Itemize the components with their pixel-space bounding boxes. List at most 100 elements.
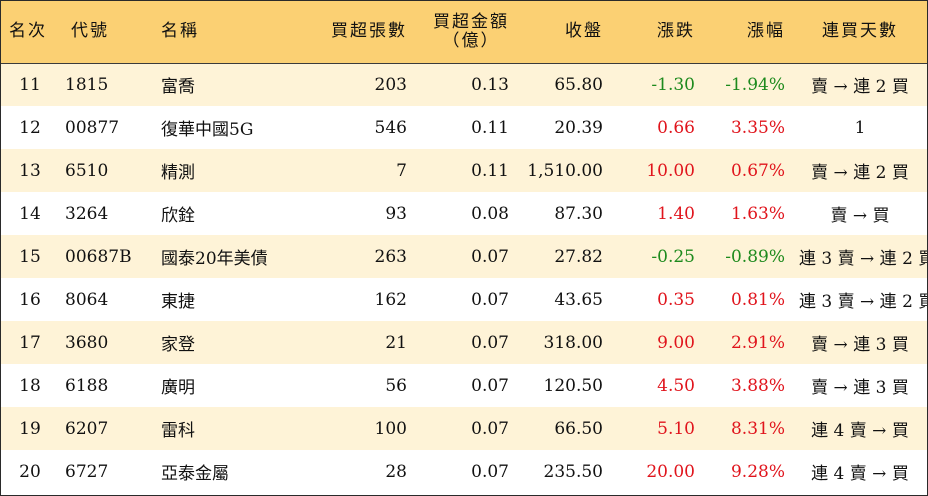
header-net-buy-lots[interactable]: 買超張數 [307, 1, 415, 64]
header-change-pct[interactable]: 漲幅 [703, 1, 793, 64]
cell-close: 1,510.00 [527, 160, 603, 181]
cell-net-buy-amount: 0.07 [471, 246, 509, 267]
cell-name: 家登 [161, 335, 195, 355]
cell-close: 27.82 [554, 246, 603, 267]
cell-net-buy-amount: 0.07 [471, 332, 509, 353]
table-row[interactable]: 14 3264 欣銓 93 0.08 87.30 1.40 1.63% 賣 → 買 [1, 192, 927, 235]
cell-rank: 15 [19, 246, 41, 267]
cell-name: 欣銓 [161, 206, 195, 226]
cell-change-pct: -0.89% [725, 246, 785, 267]
cell-change: 5.10 [657, 418, 695, 439]
cell-net-buy-amount: 0.11 [471, 160, 509, 181]
cell-name: 精測 [161, 163, 195, 183]
cell-change-pct: 1.63% [730, 203, 785, 224]
cell-rank: 13 [19, 160, 41, 181]
cell-net-buy-amount: 0.07 [471, 461, 509, 482]
header-code[interactable]: 代號 [59, 1, 149, 64]
cell-net-buy-lots: 56 [385, 375, 407, 396]
table-body: 11 1815 富喬 203 0.13 65.80 -1.30 -1.94% 賣 → 連 2 買… [1, 63, 927, 493]
cell-change: 1.40 [657, 203, 695, 224]
cell-consecutive-days: 賣 → 連 3 買 [811, 335, 909, 355]
table-row[interactable]: 12 00877 復華中國5G 546 0.11 20.39 0.66 3.35% 1 [1, 106, 927, 149]
cell-consecutive-days: 連 4 賣 → 買 [811, 464, 909, 484]
cell-net-buy-amount: 0.07 [471, 375, 509, 396]
net-buy-amount-header-line1: 買超金額 [433, 11, 509, 32]
table-row[interactable]: 15 00687B 國泰20年美債 263 0.07 27.82 -0.25 -0.89% 連 … [1, 235, 927, 278]
cell-change: -1.30 [651, 74, 695, 95]
cell-consecutive-days: 賣 → 連 2 買 [811, 163, 909, 183]
cell-change-pct: 0.81% [730, 289, 785, 310]
cell-rank: 17 [19, 332, 41, 353]
cell-rank: 12 [19, 117, 41, 138]
header-change[interactable]: 漲跌 [611, 1, 703, 64]
table-row[interactable]: 11 1815 富喬 203 0.13 65.80 -1.30 -1.94% 賣 → 連 2 買 [1, 63, 927, 106]
cell-net-buy-lots: 100 [374, 418, 407, 439]
cell-rank: 19 [19, 418, 41, 439]
cell-change-pct: 8.31% [730, 418, 785, 439]
cell-name: 廣明 [161, 378, 195, 398]
cell-change-pct: 2.91% [730, 332, 785, 353]
cell-net-buy-lots: 203 [374, 74, 407, 95]
cell-name: 雷科 [161, 421, 195, 441]
cell-net-buy-lots: 546 [374, 117, 407, 138]
cell-change: 4.50 [657, 375, 695, 396]
cell-consecutive-days: 賣 → 連 2 買 [811, 77, 909, 98]
header-name[interactable]: 名稱 [149, 1, 307, 64]
cell-change-pct: 3.35% [730, 117, 785, 138]
cell-change: 0.66 [657, 117, 695, 138]
cell-name: 東捷 [161, 292, 195, 312]
cell-close: 318.00 [543, 332, 603, 353]
cell-net-buy-amount: 0.07 [471, 289, 509, 310]
cell-code: 3264 [65, 203, 109, 224]
cell-change-pct: 3.88% [730, 375, 785, 396]
cell-rank: 20 [19, 461, 41, 482]
table-header: 名次 代號 名稱 買超張數 買超金額 （億） 收盤 漲跌 漲幅 連買天數 [1, 1, 927, 64]
cell-close: 43.65 [554, 289, 603, 310]
header-rank[interactable]: 名次 [1, 1, 59, 64]
cell-close: 20.39 [554, 117, 603, 138]
cell-code: 1815 [65, 74, 109, 95]
cell-code: 6207 [65, 418, 109, 439]
cell-code: 3680 [65, 332, 109, 353]
cell-code: 6510 [65, 160, 109, 181]
cell-change: 20.00 [646, 461, 695, 482]
net-buy-amount-header-text: 買超金額 （億） [433, 11, 509, 51]
net-buy-amount-header-line2: （億） [442, 30, 500, 51]
cell-net-buy-lots: 93 [385, 203, 407, 224]
cell-net-buy-lots: 263 [374, 246, 407, 267]
cell-change-pct: 9.28% [730, 461, 785, 482]
cell-consecutive-days: 1 [854, 117, 866, 138]
header-close[interactable]: 收盤 [517, 1, 611, 64]
cell-consecutive-days: 連 4 賣 → 買 [811, 421, 909, 441]
header-consecutive-days[interactable]: 連買天數 [793, 1, 927, 64]
cell-change: 9.00 [657, 332, 695, 353]
cell-name: 國泰20年美債 [161, 249, 268, 269]
cell-close: 235.50 [543, 461, 603, 482]
cell-net-buy-amount: 0.08 [471, 203, 509, 224]
cell-rank: 14 [19, 203, 41, 224]
cell-code: 8064 [65, 289, 109, 310]
cell-code: 00687B [65, 246, 132, 267]
table-row[interactable]: 16 8064 東捷 162 0.07 43.65 0.35 0.81% 連 3 賣 → 連 2… [1, 278, 927, 321]
cell-code: 00877 [65, 117, 120, 138]
table-row[interactable]: 19 6207 雷科 100 0.07 66.50 5.10 8.31% 連 4 賣 → 買 [1, 407, 927, 450]
cell-net-buy-amount: 0.13 [471, 74, 509, 95]
cell-change-pct: -1.94% [725, 74, 785, 95]
cell-net-buy-lots: 7 [396, 160, 407, 181]
cell-consecutive-days: 賣 → 連 3 買 [811, 378, 909, 398]
cell-change: -0.25 [651, 246, 695, 267]
cell-consecutive-days: 賣 → 買 [830, 206, 890, 226]
table-row[interactable]: 17 3680 家登 21 0.07 318.00 9.00 2.91% 賣 → 連 3 買 [1, 321, 927, 364]
header-net-buy-amount[interactable]: 買超金額 （億） [415, 1, 517, 64]
table-row[interactable]: 18 6188 廣明 56 0.07 120.50 4.50 3.88% 賣 → 連 3 買 [1, 364, 927, 407]
header-row: 名次 代號 名稱 買超張數 買超金額 （億） 收盤 漲跌 漲幅 連買天數 [1, 1, 927, 64]
cell-net-buy-amount: 0.11 [471, 117, 509, 138]
table-row[interactable]: 13 6510 精測 7 0.11 1,510.00 10.00 0.67% 賣 → 連 2 買 [1, 149, 927, 192]
table-row[interactable]: 20 6727 亞泰金屬 28 0.07 235.50 20.00 9.28% 連 4 賣 → … [1, 450, 927, 493]
cell-close: 65.80 [554, 74, 603, 95]
cell-change-pct: 0.67% [730, 160, 785, 181]
cell-close: 120.50 [543, 375, 603, 396]
cell-code: 6727 [65, 461, 109, 482]
